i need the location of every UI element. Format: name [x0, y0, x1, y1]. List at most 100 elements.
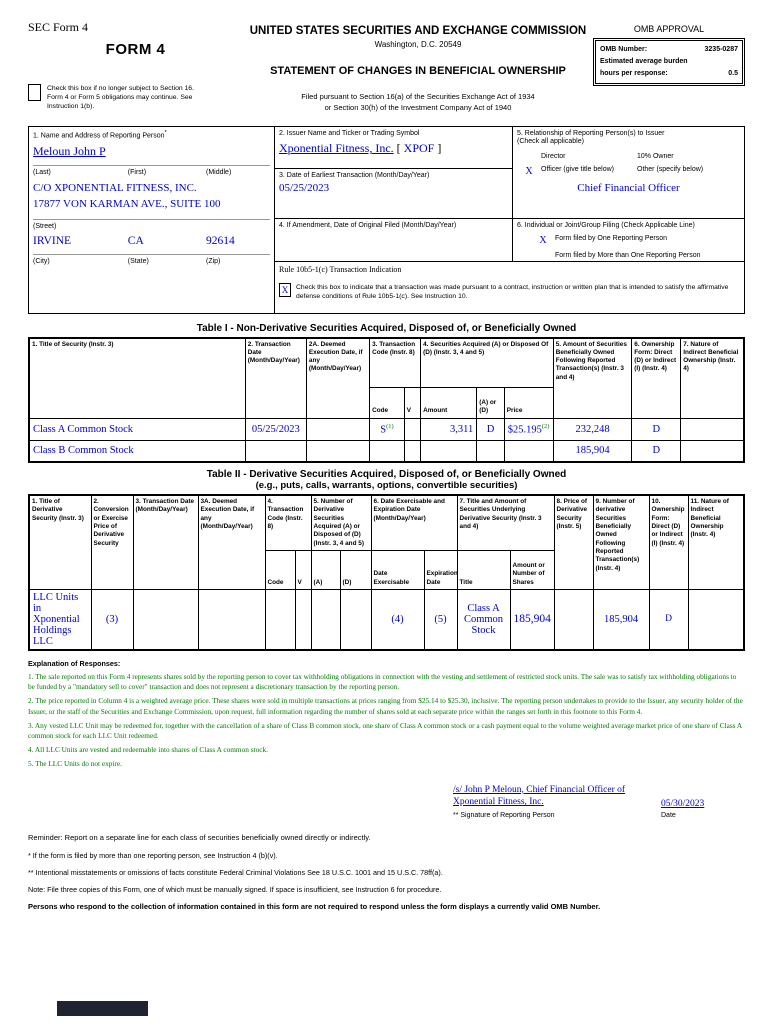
t1-security: Class B Common Stock	[28, 439, 246, 463]
info-grid: 1. Name and Address of Reporting Person*…	[28, 125, 745, 314]
explanation-item-2: 2. The price reported in Column 4 is a w…	[28, 696, 743, 716]
issuer-box: 2. Issuer Name and Ticker or Trading Sym…	[275, 126, 513, 169]
t2-header-number: 5. Number of Derivative Securities Acqui…	[310, 494, 372, 551]
explanation-item-5: 5. The LLC Units do not expire.	[28, 759, 122, 769]
form-content: SEC Form 4 FORM 4 Check this box if no l…	[28, 20, 746, 919]
t1-date: 05/25/2023	[244, 417, 307, 441]
earliest-transaction-label: 3. Date of Earliest Transaction (Month/D…	[279, 171, 430, 179]
t1-nature	[680, 417, 745, 441]
t2-header-security: 1. Title of Derivative Security (Instr. …	[28, 494, 92, 590]
officer-checkbox[interactable]: X	[525, 166, 533, 177]
city-state-zip-values: IRVINE CA 92614	[33, 235, 270, 247]
t2-a	[310, 588, 341, 651]
exempt-checkbox-label: Check this box if no longer subject to S…	[47, 85, 194, 111]
footnote-ref-5[interactable]: (5)	[423, 588, 458, 651]
zip-value: 92614	[206, 234, 235, 247]
reporting-person-link[interactable]: Meloun John P	[33, 143, 106, 158]
pursuant-line-2: or Section 30(h) of the Investment Compa…	[324, 103, 512, 113]
address-block: C/O XPONENTIAL FITNESS, INC. 17877 VON K…	[33, 181, 270, 213]
one-person-checkbox[interactable]: X	[539, 235, 547, 247]
header-right: OMB APPROVAL OMB Number: 3235-0287 Estim…	[593, 20, 745, 114]
t2-deemed	[197, 588, 266, 651]
omb-burden-line1: Estimated average burden	[600, 57, 688, 65]
one-person-option[interactable]: Form filed by One Reporting Person	[555, 235, 668, 243]
t1-security: Class A Common Stock	[28, 417, 246, 441]
other-option[interactable]: Other (specify below)	[637, 166, 704, 173]
divider	[33, 164, 270, 166]
t2-owned: 185,904	[592, 588, 650, 651]
officer-option[interactable]: Officer (give title below)	[541, 166, 615, 173]
exempt-checkbox[interactable]	[28, 84, 41, 101]
explanation-item-1: 1. The sale reported on this Form 4 repr…	[28, 671, 737, 692]
t2-price	[553, 588, 594, 651]
earliest-transaction-box: 3. Date of Earliest Transaction (Month/D…	[275, 168, 513, 219]
ticker-bracket-close: ]	[437, 141, 442, 156]
director-checkbox[interactable]	[517, 153, 541, 160]
t1-date	[244, 439, 307, 463]
omb-box-inner: OMB Number: 3235-0287 Estimated average …	[595, 40, 743, 84]
ten-percent-owner-option[interactable]: 10% Owner	[637, 153, 674, 160]
info-grid-right: 2. Issuer Name and Ticker or Trading Sym…	[275, 126, 745, 314]
t2-date	[132, 588, 199, 651]
t1-ad: D	[476, 417, 505, 441]
header-center: UNITED STATES SECURITIES AND EXCHANGE CO…	[243, 20, 593, 114]
statement-title: STATEMENT OF CHANGES IN BENEFICIAL OWNER…	[270, 65, 566, 77]
t2-nature	[687, 588, 745, 651]
relationship-sublabel: (Check all applicable)	[517, 138, 584, 146]
relationship-options: Director 10% Owner X Officer (give title…	[517, 153, 740, 177]
rule-10b5-title: Rule 10b5-1(c) Transaction Indication	[279, 264, 402, 274]
rule-10b5-checkbox[interactable]: X	[279, 282, 291, 297]
bottom-bar	[57, 1001, 148, 1016]
t2-header-conv: 2. Conversion or Exercise Price of Deriv…	[90, 494, 134, 590]
t1-amount: 3,311	[420, 417, 478, 441]
t2-subheader-expiration: Expiration Date	[423, 549, 458, 590]
issuer-name-link[interactable]: Xponential Fitness, Inc.	[279, 141, 394, 156]
filing-type-options: X Form filed by One Reporting Person For…	[517, 235, 740, 259]
first-label: (First)	[127, 168, 147, 176]
signature-date-link[interactable]: 05/30/2023	[661, 799, 705, 810]
t1-subheader-v: V	[403, 386, 422, 419]
t2-underlying-title: Class A Common Stock	[456, 588, 511, 651]
signature-link[interactable]: /s/ John P Meloun, Chief Financial Offic…	[453, 784, 626, 808]
t2-subheader-date-exercisable: Date Exercisable	[370, 549, 425, 590]
t1-v	[403, 439, 422, 463]
footnote-ref-1[interactable]: (1)	[386, 422, 394, 430]
footer-notes: Reminder: Report on a separate line for …	[28, 833, 745, 912]
t1-subheader-price: Price	[503, 386, 554, 419]
omb-number-label: OMB Number:	[600, 46, 648, 53]
footnote-ref-3[interactable]: (3)	[90, 588, 134, 651]
agency-location: Washington, D.C. 20549	[374, 40, 462, 49]
footnote-ref-4[interactable]: (4)	[370, 588, 425, 651]
t2-subheader-code: Code	[264, 549, 296, 590]
table1: 1. Title of Security (Instr. 3) 2. Trans…	[28, 336, 745, 463]
city-state-zip-labels: (City) (State) (Zip)	[33, 258, 270, 267]
t2-d	[339, 588, 372, 651]
filing-type-label: 6. Individual or Joint/Group Filing (Che…	[517, 221, 695, 229]
t1-subheader-code: Code	[369, 386, 405, 419]
middle-label: (Middle)	[206, 168, 232, 176]
t1-form: D	[631, 439, 682, 463]
t1-subheader-ad: (A) or (D)	[476, 386, 505, 419]
footnote-ref-2[interactable]: (2)	[541, 422, 550, 430]
officer-title-value: Chief Financial Officer	[577, 182, 680, 194]
ticker-symbol[interactable]: XPOF	[403, 141, 435, 156]
t2-header-date: 3. Transaction Date (Month/Day/Year)	[132, 494, 199, 590]
t1-nature	[680, 439, 745, 463]
divider	[33, 253, 270, 255]
reporting-person-box: 1. Name and Address of Reporting Person*…	[29, 126, 275, 314]
form-title: FORM 4	[105, 41, 166, 58]
t1-deemed	[305, 417, 371, 441]
t1-header-security: 1. Title of Security (Instr. 3)	[28, 337, 246, 419]
omb-burden-value: 0.5	[728, 69, 738, 77]
t1-header-acquired: 4. Securities Acquired (A) or Disposed O…	[420, 337, 554, 388]
name-part-labels: (Last) (First) (Middle)	[33, 169, 270, 178]
explanation-item-3: 3. Any vested LLC Unit may be redeemed f…	[28, 720, 742, 740]
footer-persons-note: Persons who respond to the collection of…	[28, 901, 601, 911]
t1-v	[403, 417, 422, 441]
t1-header-deemed: 2A. Deemed Execution Date, if any (Month…	[305, 337, 371, 419]
director-option[interactable]: Director	[541, 153, 566, 160]
t1-subheader-amount: Amount	[420, 386, 478, 419]
more-persons-option[interactable]: Form filed by More than One Reporting Pe…	[555, 252, 701, 260]
relationship-box: 5. Relationship of Reporting Person(s) t…	[513, 126, 745, 219]
